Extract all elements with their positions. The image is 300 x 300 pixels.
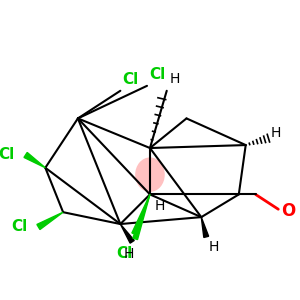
Text: Cl: Cl (11, 220, 27, 235)
Text: H: H (208, 240, 219, 254)
Text: O: O (281, 202, 296, 220)
Polygon shape (132, 194, 150, 235)
Text: Cl: Cl (149, 67, 165, 82)
Polygon shape (24, 152, 45, 168)
Polygon shape (37, 212, 63, 230)
Text: H: H (155, 200, 165, 213)
Polygon shape (120, 224, 134, 243)
Text: Cl: Cl (0, 147, 14, 162)
Text: H: H (270, 126, 281, 140)
Text: Cl: Cl (116, 246, 132, 261)
Text: H: H (124, 247, 134, 261)
Text: Cl: Cl (122, 72, 139, 87)
Polygon shape (133, 194, 150, 240)
Polygon shape (201, 217, 208, 238)
Ellipse shape (135, 158, 165, 192)
Text: H: H (170, 72, 180, 86)
